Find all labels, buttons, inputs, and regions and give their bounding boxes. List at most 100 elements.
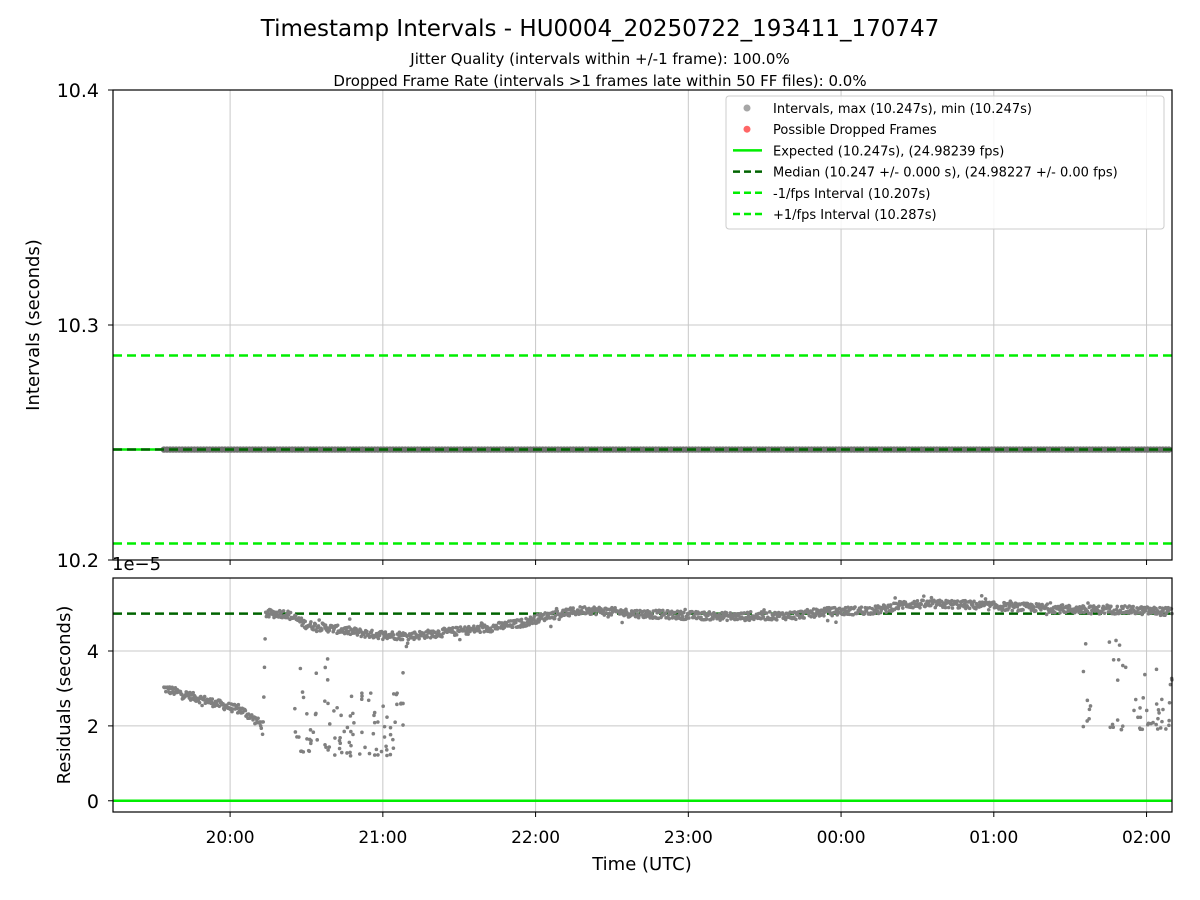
residual-point (288, 610, 293, 615)
residual-outlier-point (1167, 723, 1171, 728)
legend-marker (743, 104, 751, 112)
residual-point (1021, 608, 1025, 612)
residual-point (609, 613, 614, 617)
residual-point (761, 614, 766, 619)
residual-outlier-point (1121, 663, 1125, 668)
residual-point (316, 624, 321, 628)
residual-point (555, 609, 560, 613)
residual-point (794, 617, 798, 622)
legend-box (725, 95, 1165, 230)
intervals-y-tick-label: 10.2 (57, 550, 99, 572)
residual-outlier-point (363, 745, 367, 750)
residual-outlier-point (1119, 727, 1124, 732)
residual-point (882, 603, 887, 608)
residual-point (363, 635, 367, 639)
residual-outlier-point (385, 753, 389, 758)
residual-outlier-point (347, 740, 352, 745)
residual-point (346, 629, 351, 634)
residual-outlier-point (311, 730, 316, 735)
residual-point (488, 626, 493, 631)
intervals-plot: 10.2 10.3 10.4 Intervals, max (10.247s), mi… (57, 80, 1173, 572)
x-axis-label: Time (UTC) (591, 854, 692, 875)
residual-outlier-point (384, 748, 389, 752)
residual-outlier-point (349, 694, 354, 699)
residual-outlier-point (300, 690, 305, 694)
residual-outlier-point (348, 754, 353, 758)
residuals-y-multiplier: 1e−5 (112, 554, 161, 575)
residuals-y-tick-label: 2 (87, 716, 99, 738)
residual-outlier-point (1164, 727, 1168, 731)
residual-outlier-point (345, 751, 349, 755)
residual-outlier-point (293, 706, 297, 711)
residual-outlier-point (307, 749, 312, 754)
residual-outlier-point (1081, 724, 1086, 729)
residual-point (313, 622, 318, 626)
residual-point (230, 707, 235, 711)
intervals-plot-frame (112, 89, 1173, 561)
residual-outlier-point (307, 737, 312, 742)
residual-outlier-point (1145, 722, 1150, 727)
residual-outlier-point (1160, 697, 1164, 702)
residual-point (259, 726, 264, 730)
residual-outlier-point (352, 721, 356, 725)
residual-point (519, 617, 524, 622)
residual-outlier-point (1137, 726, 1142, 730)
legend-label: Median (10.247 +/- 0.000 s), (24.98227 +… (773, 166, 1118, 181)
x-tick-label: 02:00 (1122, 828, 1171, 848)
residual-point (1044, 612, 1049, 617)
residual-point (179, 692, 184, 696)
residual-outlier-point (1108, 725, 1113, 730)
residual-outlier-point (1154, 702, 1159, 706)
residual-point (682, 610, 686, 615)
residual-point (553, 613, 558, 618)
residual-point (986, 608, 991, 612)
residual-outlier-point (1151, 720, 1155, 725)
residual-outlier-point (371, 731, 376, 736)
residual-outlier-point (1115, 718, 1120, 722)
residual-point (587, 606, 591, 611)
residual-point (1088, 604, 1093, 608)
residual-outlier-point (366, 698, 371, 703)
x-tick-label: 22:00 (511, 828, 560, 848)
residual-outlier-point (1138, 706, 1142, 710)
residual-outlier-point (337, 746, 342, 751)
legend-label: +1/fps Interval (10.287s) (773, 208, 937, 223)
residual-outlier-point (309, 741, 313, 746)
residual-point (864, 609, 869, 613)
residual-point (915, 599, 920, 603)
residual-point (404, 644, 409, 649)
x-tick-label: 01:00 (969, 828, 1018, 848)
residual-outlier-point (1154, 722, 1158, 727)
residual-point (262, 695, 266, 699)
residual-point (454, 633, 459, 637)
residual-point (535, 612, 540, 617)
residual-outlier-point (332, 709, 336, 713)
residual-outlier-point (1116, 657, 1121, 662)
residual-point (983, 597, 988, 601)
x-tick-label: 23:00 (664, 828, 713, 848)
residual-point (767, 610, 772, 614)
residual-outlier-point (1088, 704, 1093, 708)
residual-outlier-point (348, 750, 352, 755)
residual-point (1089, 611, 1093, 616)
residual-outlier-point (379, 749, 384, 754)
residual-point (979, 593, 984, 598)
residual-outlier-point (1117, 643, 1122, 647)
residual-outlier-point (1168, 682, 1173, 687)
residual-point (502, 625, 507, 630)
chart-subtitle-2: Dropped Frame Rate (intervals >1 frames … (333, 72, 866, 90)
residual-point (263, 637, 267, 641)
residual-point (347, 617, 352, 621)
residual-point (370, 628, 374, 633)
residual-point (759, 610, 764, 614)
residual-point (687, 616, 691, 620)
residual-point (919, 602, 924, 607)
residual-point (704, 617, 709, 621)
residual-outlier-point (314, 671, 319, 676)
residual-point (376, 636, 381, 641)
residual-outlier-point (337, 738, 342, 743)
residual-outlier-point (1167, 700, 1172, 705)
legend-label: Possible Dropped Frames (773, 123, 937, 138)
residual-point (842, 612, 847, 617)
